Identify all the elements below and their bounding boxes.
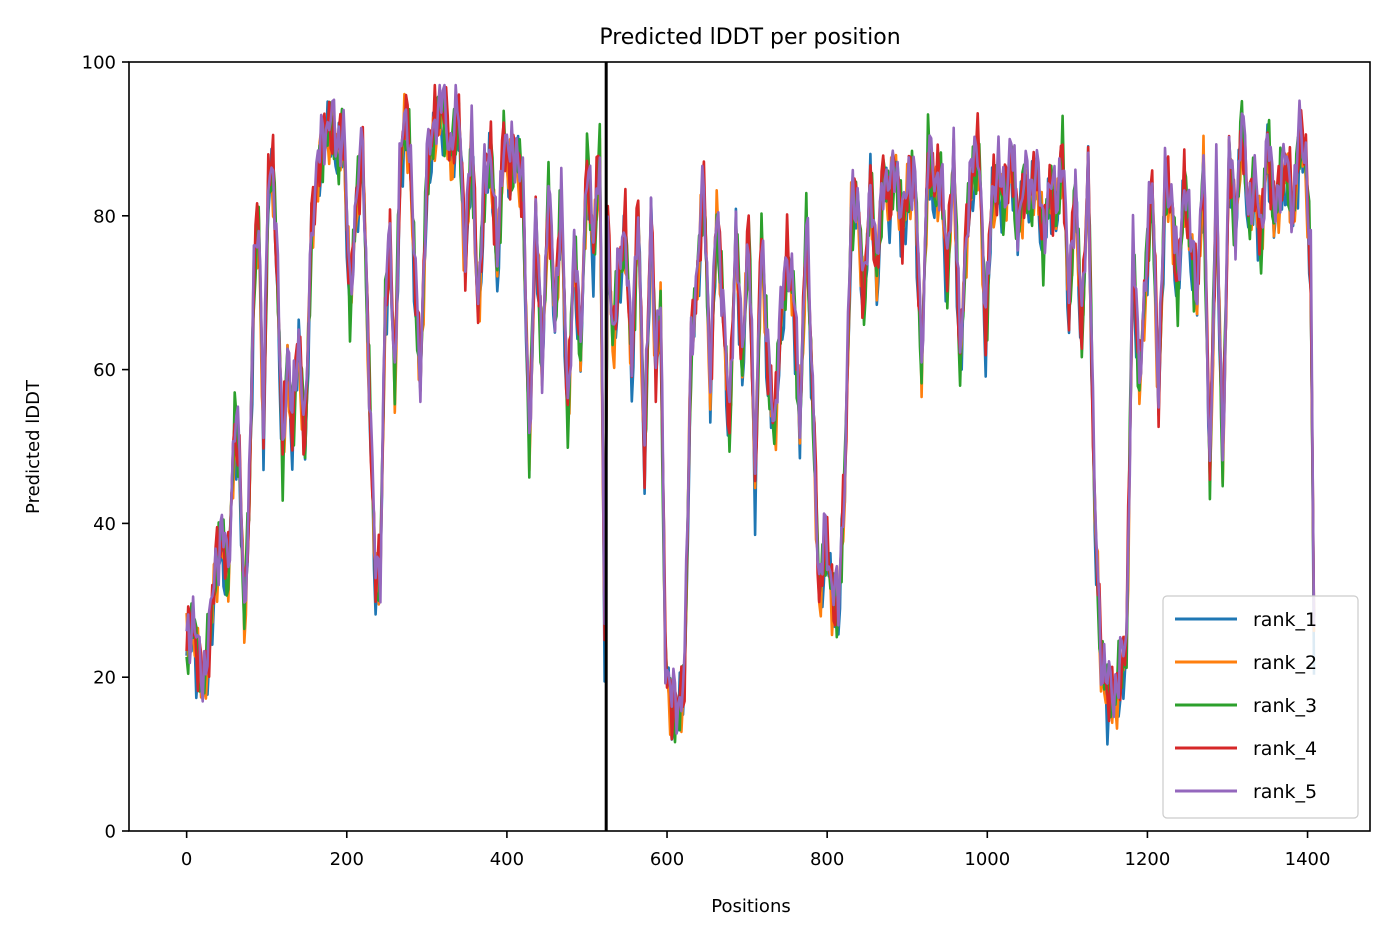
series-line-rank_5 [185, 83, 1316, 735]
chart-title: Predicted lDDT per position [599, 25, 900, 50]
y-tick-label: 20 [93, 668, 116, 689]
x-tick-label: 1400 [1285, 849, 1331, 870]
y-axis-label: Predicted lDDT [23, 379, 44, 514]
x-tick-label: 1200 [1125, 849, 1171, 870]
y-tick-label: 100 [82, 53, 116, 74]
legend-label-rank_1: rank_1 [1253, 609, 1317, 631]
legend-label-rank_2: rank_2 [1253, 652, 1317, 674]
plot-frame [128, 61, 1371, 832]
legend-label-rank_5: rank_5 [1253, 781, 1317, 803]
x-tick-label: 0 [181, 849, 192, 870]
y-axis-ticks: 0 20 40 60 80 100 [82, 53, 129, 843]
x-tick-label: 600 [650, 849, 684, 870]
legend-label-rank_3: rank_3 [1253, 695, 1317, 717]
x-axis-label: Positions [711, 896, 790, 917]
legend-label-rank_4: rank_4 [1253, 738, 1317, 760]
legend: rank_1 rank_2 rank_3 rank_4 rank_5 [1162, 595, 1359, 819]
y-tick-label: 0 [105, 822, 116, 843]
legend-box [1162, 595, 1359, 819]
y-tick-label: 40 [93, 514, 116, 535]
y-tick-label: 80 [93, 206, 116, 227]
x-tick-label: 1000 [964, 849, 1010, 870]
x-axis-ticks: 0 200 400 600 800 1000 1200 1400 [181, 831, 1331, 870]
y-tick-label: 60 [93, 360, 116, 381]
x-tick-label: 800 [810, 849, 844, 870]
x-tick-label: 200 [330, 849, 364, 870]
plot-lines [185, 83, 1316, 746]
x-tick-label: 400 [490, 849, 524, 870]
